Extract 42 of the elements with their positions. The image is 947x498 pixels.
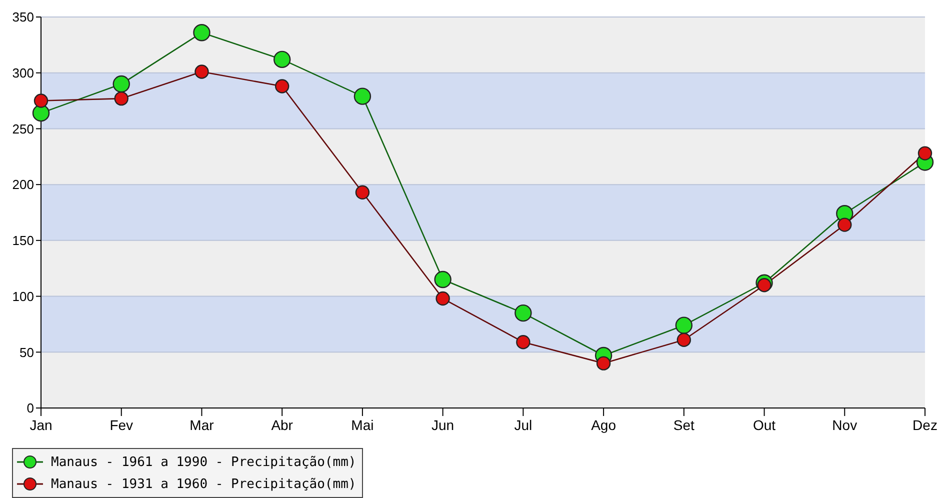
point bbox=[918, 146, 932, 160]
x-tick-label: Abr bbox=[271, 416, 294, 433]
y-tick-label: 250 bbox=[12, 121, 34, 136]
y-tick-label: 50 bbox=[20, 344, 34, 360]
y-tick-label: 100 bbox=[12, 288, 34, 304]
x-tick-label: Mai bbox=[351, 416, 374, 433]
point bbox=[274, 79, 290, 94]
x-tick-label: Nov bbox=[832, 416, 858, 433]
legend-label: Manaus - 1931 a 1960 - Precipitação(mm) bbox=[51, 476, 356, 492]
x-tick-label: Out bbox=[752, 416, 776, 433]
point bbox=[838, 218, 852, 232]
y-tick-label: 150 bbox=[12, 233, 34, 248]
point bbox=[114, 91, 128, 106]
x-tick-label: Jul bbox=[514, 416, 532, 433]
point bbox=[675, 316, 693, 334]
point bbox=[516, 334, 530, 350]
point bbox=[354, 88, 372, 105]
x-tick-label: Jun bbox=[432, 416, 454, 433]
point bbox=[273, 50, 291, 68]
point bbox=[514, 304, 532, 322]
x-tick-label: Fev bbox=[110, 416, 134, 433]
point bbox=[32, 104, 50, 122]
point bbox=[194, 64, 209, 79]
y-tick-label: 300 bbox=[12, 65, 34, 80]
point bbox=[676, 332, 692, 347]
point bbox=[193, 24, 210, 42]
x-tick-label: Dez bbox=[912, 416, 938, 433]
y-tick-label: 200 bbox=[12, 177, 34, 192]
point bbox=[34, 94, 48, 108]
x-tick-label: Ago bbox=[591, 416, 616, 433]
x-tick-label: Mar bbox=[190, 416, 214, 433]
point bbox=[112, 75, 130, 93]
x-tick-label: Jan bbox=[30, 416, 52, 433]
point bbox=[757, 278, 772, 292]
point bbox=[596, 356, 611, 370]
y-tick-label: 0 bbox=[26, 400, 34, 416]
point bbox=[355, 185, 370, 200]
legend-label: Manaus - 1961 a 1990 - Precipitação(mm) bbox=[51, 454, 356, 470]
point bbox=[434, 270, 452, 288]
x-tick-label: Set bbox=[673, 416, 695, 433]
y-tick-label: 350 bbox=[12, 10, 34, 25]
point bbox=[436, 291, 450, 306]
